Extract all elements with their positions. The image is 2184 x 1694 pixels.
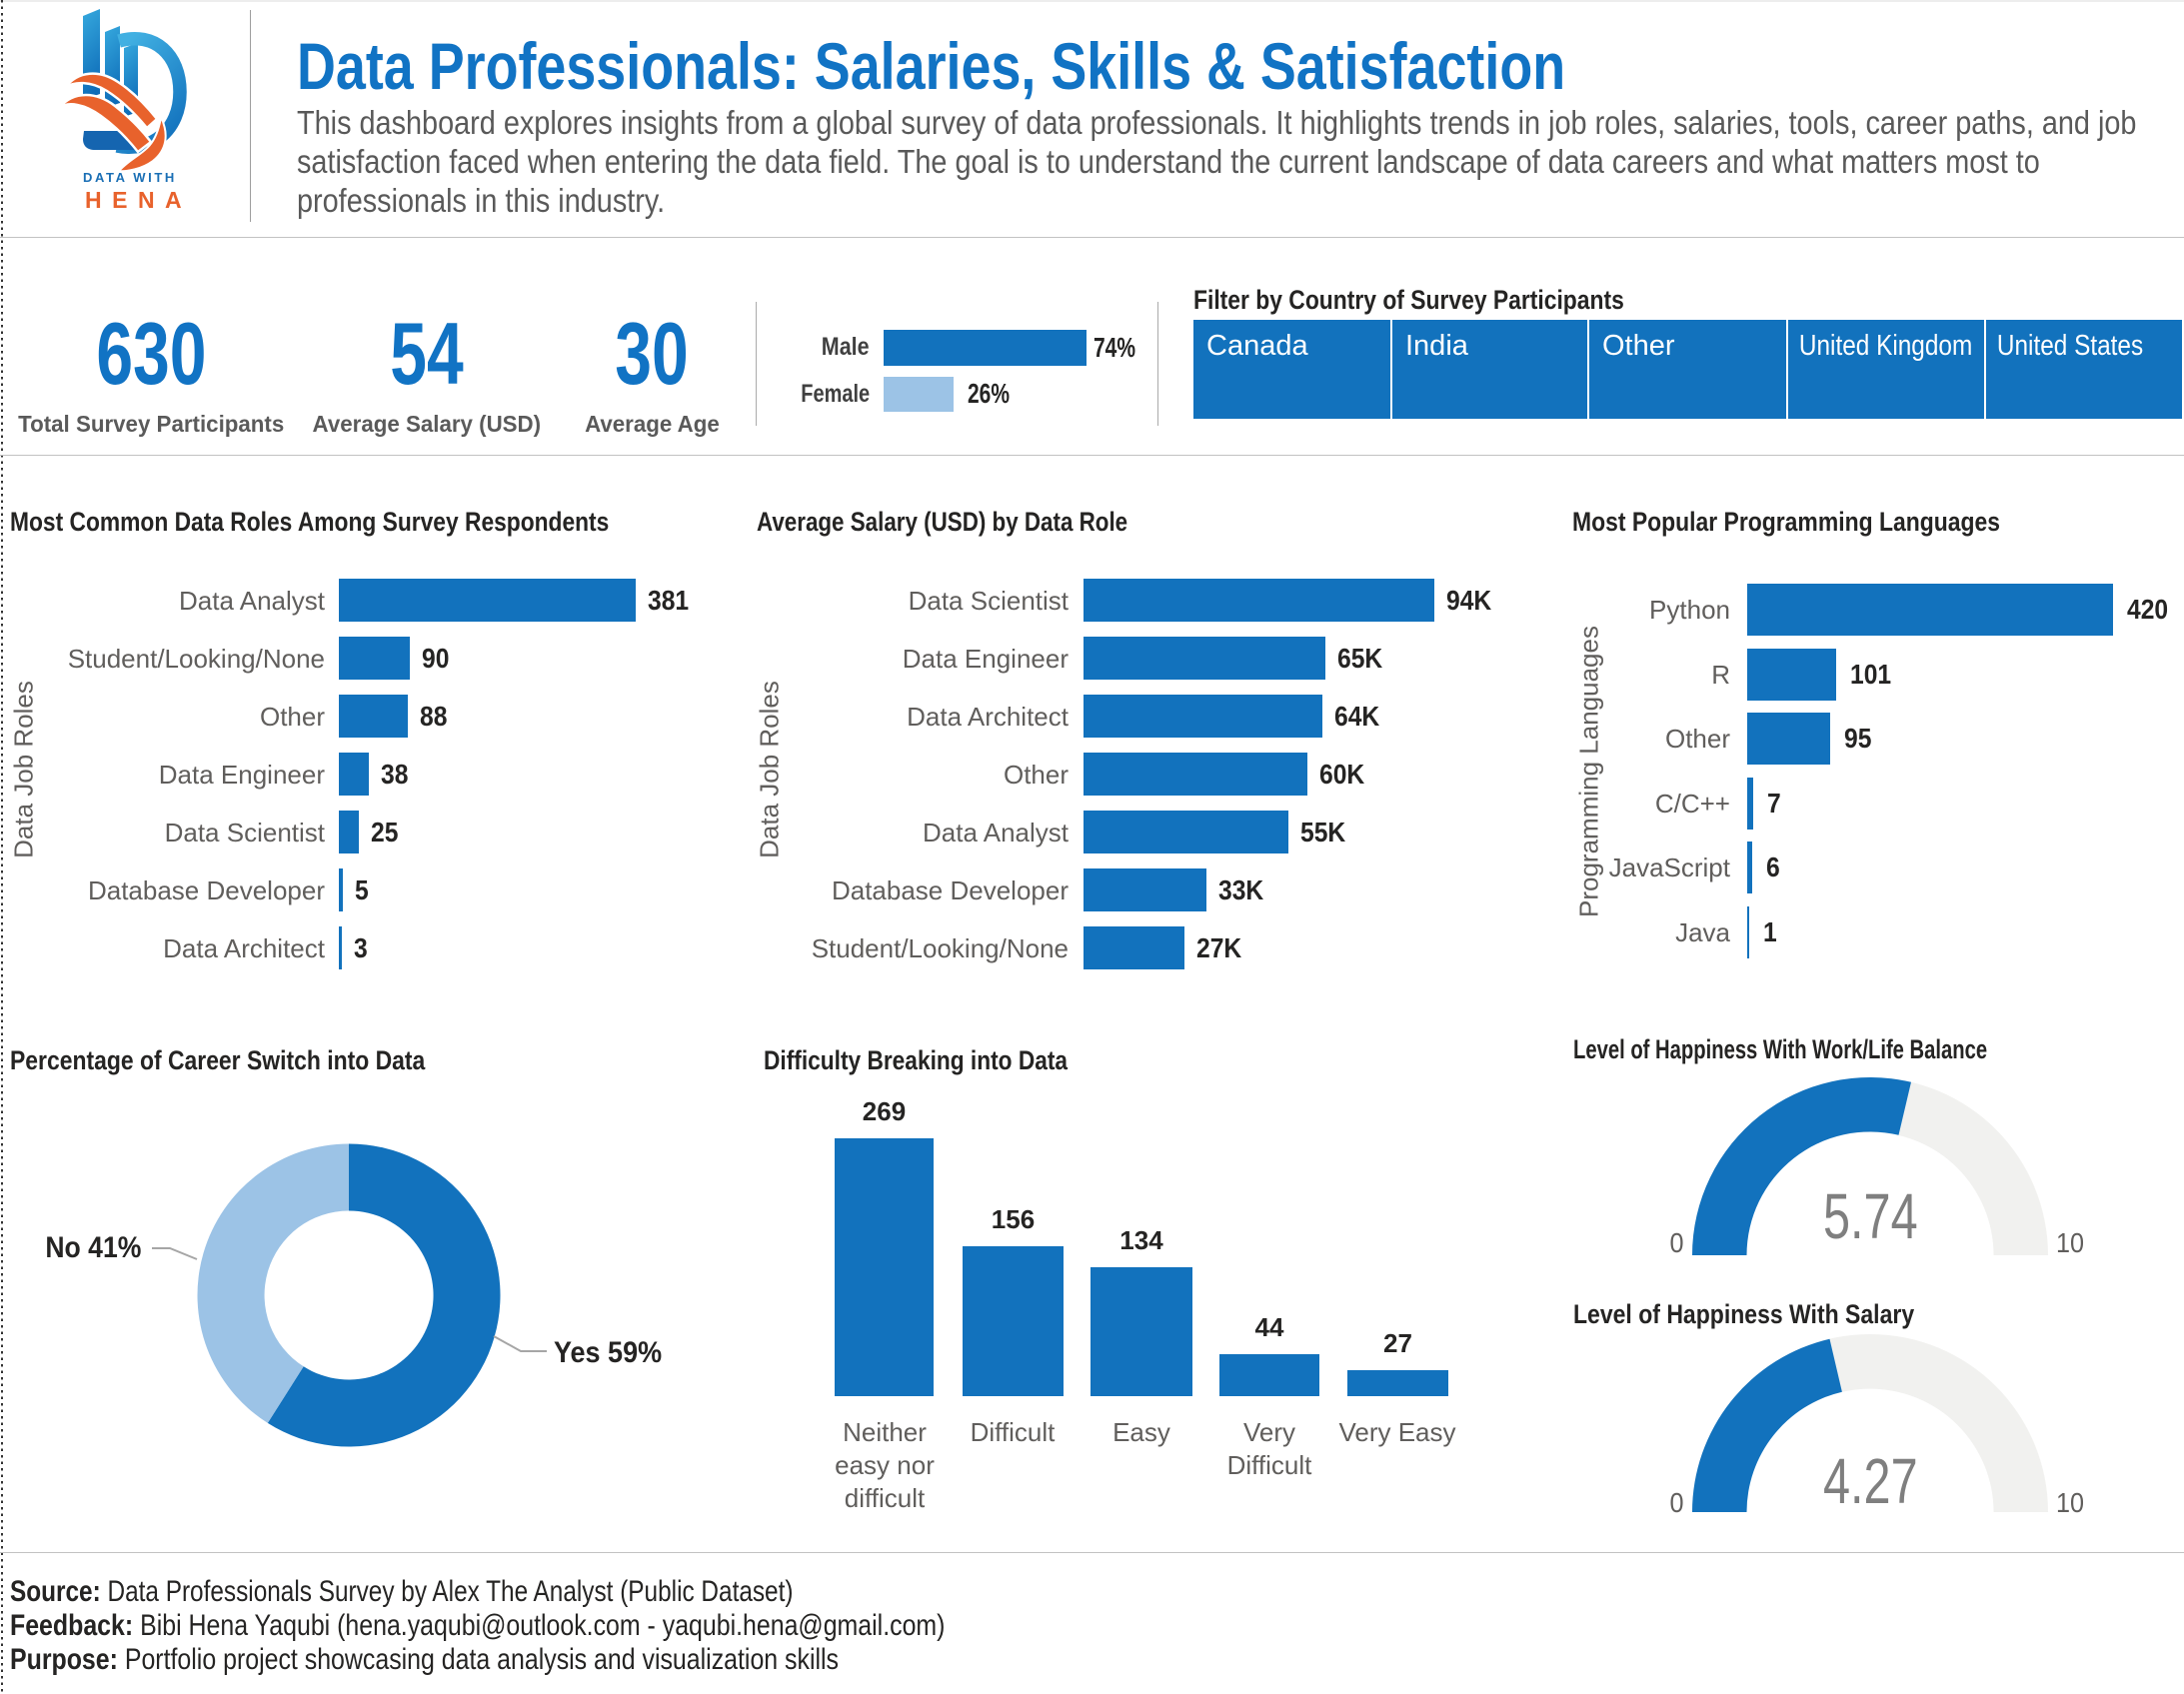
svg-text:HENA: HENA xyxy=(85,187,192,213)
svg-text:DATA WITH: DATA WITH xyxy=(83,170,177,185)
